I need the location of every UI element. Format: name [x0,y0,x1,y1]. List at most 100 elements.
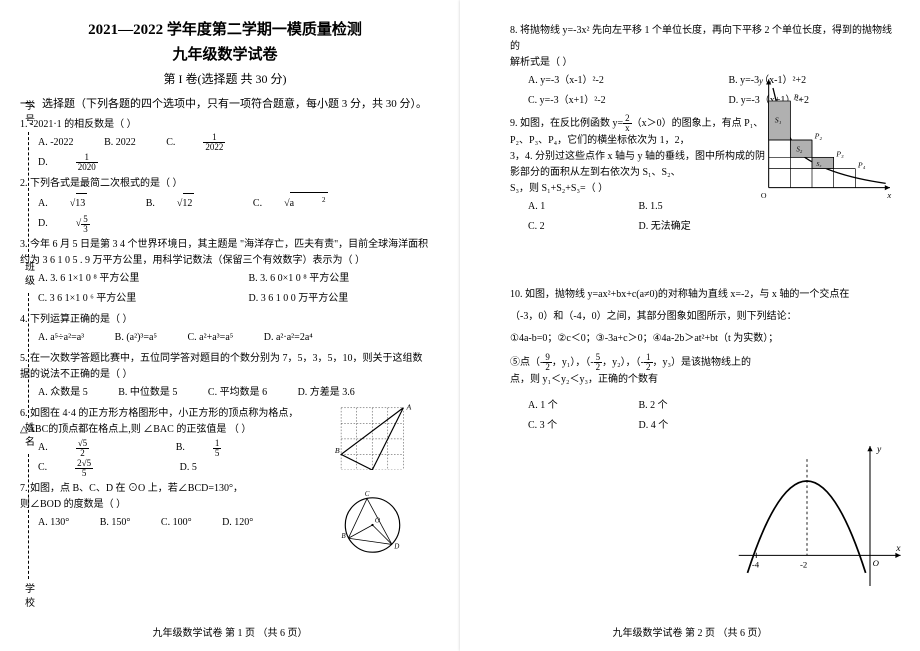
svg-text:D: D [393,542,399,550]
svg-text:O: O [761,191,767,200]
q3-optC: C. 3 6 1×1 0 ⁶ 平方公里 [38,289,218,309]
q6-optA: A. √52 [38,438,145,458]
q2-optD: D. √53 [38,214,146,234]
q1-optA: A. -2022 [38,133,74,153]
q6-figure: A B C [330,400,430,470]
page-footer-2: 九年级数学试卷 第 2 页 （共 6 页） [460,624,920,639]
q4-optB: B. (a²)³=a⁵ [115,328,157,348]
q10-optD: D. 4 个 [639,416,669,436]
q5-text2: 据的说法不正确的是（ ） [20,367,430,383]
q5-text1: 5. 在一次数学答题比赛中，五位同学答对题目的个数分别为 7，5，3，5，10，… [20,351,430,367]
q3-optA: A. 3. 6 1×1 0 ⁸ 平方公里 [38,269,218,289]
binding-label: 学号 [21,100,36,128]
q9-options: A. 1 B. 1.5 C. 2 D. 无法确定 [528,197,770,237]
q10-optB: B. 2 个 [639,396,668,416]
q7-optA: A. 130° [38,513,69,533]
q9-optA: A. 1 [528,197,608,217]
svg-text:O: O [873,558,880,568]
q10-options: A. 1 个 B. 2 个 C. 3 个 D. 4 个 [528,396,900,436]
svg-text:P₁: P₁ [793,92,802,101]
q8-text2: 解析式是（ ） [510,55,900,71]
q10-text1: 10. 如图，抛物线 y=ax²+bx+c(a≠0)的对称轴为直线 x=-2，与… [510,287,900,303]
svg-text:C: C [365,490,370,498]
q3-optB: B. 3. 6 0×1 0 ⁸ 平方公里 [249,269,350,289]
q2-options: A. 13 B. 12 C. a2 D. √53 [38,192,430,234]
q1-optB: B. 2022 [104,133,136,153]
svg-text:S₁: S₁ [775,116,782,125]
svg-text:S₃: S₃ [816,162,821,168]
q3: 3. 今年 6 月 5 日是第 3 4 个世界环境日，其主题是 "海洋存亡，匹夫… [20,237,430,309]
q4-optD: D. a²·a²=2a⁴ [264,328,313,348]
svg-text:P₃: P₃ [835,149,844,158]
page-footer-1: 九年级数学试卷 第 1 页 （共 6 页） [0,624,460,639]
q9-text2: 3，4. 分别过这些点作 x 轴与 y 轴的垂线，图中所构成的阴影部分的面积从左… [510,149,770,181]
q4-options: A. a⁵÷a²=a³ B. (a²)³=a⁵ C. a²+a³=a⁵ D. a… [38,328,430,348]
svg-text:-2: -2 [800,560,807,570]
q1-text: 1. -2021·1 的相反数是（ ） [20,117,430,133]
q3-optD: D. 3 6 1 0 0 万平方公里 [249,289,349,309]
q8-text1: 8. 将抛物线 y=-3x² 先向左平移 1 个单位长度，再向下平移 2 个单位… [510,23,900,55]
q4-optA: A. a⁵÷a²=a³ [38,328,84,348]
q10-optA: A. 1 个 [528,396,608,416]
q4-optC: C. a²+a³=a⁵ [188,328,234,348]
q7-optD: D. 120° [222,513,253,533]
q9-figure: x y O P₁ P₂ P₃ P₄ S₁ S₂ S₃ [755,75,895,205]
q7-figure: O B C D [335,490,410,560]
mc-section-header: 一、选择题（下列各题的四个选项中，只有一项符合题意，每小题 3 分，共 30 分… [20,95,430,111]
exam-page-2: 8. 将抛物线 y=-3x² 先向左平移 1 个单位长度，再向下平移 2 个单位… [460,0,920,651]
q2-text: 2. 下列各式是最简二次根式的是（ ） [20,176,430,192]
svg-text:P₄: P₄ [857,161,866,170]
q7-optB: B. 150° [100,513,131,533]
q4-text: 4. 下列运算正确的是（ ） [20,312,430,328]
svg-text:-4: -4 [752,560,760,570]
exam-title-line1: 2021—2022 学年度第二学期一模质量检测 [20,20,430,41]
binding-edge: 学号 班级 姓名 学校 [18,100,38,611]
svg-text:B: B [341,532,346,540]
q3-options: A. 3. 6 1×1 0 ⁸ 平方公里 B. 3. 6 0×1 0 ⁸ 平方公… [38,269,430,309]
q9-text3: S₃，则 S₁+S₂+S₃=（ ） [510,181,770,197]
svg-text:P₂: P₂ [814,131,823,140]
q6-optB: B. 15 [176,438,278,458]
q2-optA: A. 13 [38,193,115,214]
q8-optA: A. y=-3（x-1）²-2 [528,71,698,91]
q5-optA: A. 众数是 5 [38,383,88,403]
svg-text:x: x [895,543,901,554]
q10-optC: C. 3 个 [528,416,608,436]
svg-text:A: A [405,402,411,411]
q2-optB: B. 12 [146,193,223,214]
q5: 5. 在一次数学答题比赛中，五位同学答对题目的个数分别为 7，5，3，5，10，… [20,351,430,403]
q6-optD: D. 5 [180,458,197,478]
dashed-line [28,132,29,257]
binding-label: 学校 [21,583,36,611]
svg-text:O: O [375,517,380,525]
q3-text1: 3. 今年 6 月 5 日是第 3 4 个世界环境日，其主题是 "海洋存亡，匹夫… [20,237,430,253]
q8-optC: C. y=-3（x+1）²-2 [528,91,698,111]
q10-text4: ⑤点（-92，y₁），（-52，y₂），（-12，y₃）是该抛物线上的点，则 y… [510,353,760,388]
q1-optD: D. 12020 [38,153,154,173]
q1-optC: C. 12022 [166,133,281,153]
q10-text2: （-3，0）和（-4，0）之间，其部分图象如图所示，则下列结论： [510,309,900,325]
q6-optC: C. 2√55 [38,458,149,478]
q10: 10. 如图，抛物线 y=ax²+bx+c(a≠0)的对称轴为直线 x=-2，与… [510,287,900,436]
q2-optC: C. a2 [253,192,356,214]
q7-optC: C. 100° [161,513,192,533]
section-I-header: 第 I 卷(选择题 共 30 分) [20,70,430,87]
exam-title-line2: 九年级数学试卷 [20,45,430,66]
q3-text2: 约为 3 6 1 0 5 . 9 万平方公里，用科学记数法（保留三个有效数字）表… [20,253,430,269]
exam-page-1: 学号 班级 姓名 学校 2021—2022 学年度第二学期一模质量检测 九年级数… [0,0,460,651]
q4: 4. 下列运算正确的是（ ） A. a⁵÷a²=a³ B. (a²)³=a⁵ C… [20,312,430,348]
q9-optB: B. 1.5 [639,197,663,217]
q10-text3: ①4a-b=0；②c＜0；③-3a+c＞0；④4a-2b＞at²+bt（t 为实… [510,331,900,347]
q1: 1. -2021·1 的相反数是（ ） A. -2022 B. 2022 C. … [20,117,430,173]
q1-options: A. -2022 B. 2022 C. 12022 D. 12020 [38,133,430,173]
q9: 9. 如图，在反比例函数 y=2x（x＞0）的图象上，有点 P₁、P₂、P₃、P… [510,114,770,237]
q10-figure: x y O -4 -2 [730,441,905,591]
svg-text:y: y [758,76,763,86]
svg-text:S₂: S₂ [796,146,802,153]
dashed-line [28,454,29,579]
binding-label: 姓名 [21,422,36,450]
dashed-line [28,293,29,418]
q2: 2. 下列各式是最简二次根式的是（ ） A. 13 B. 12 C. a2 D.… [20,176,430,234]
q9-text1: 9. 如图，在反比例函数 y=2x（x＞0）的图象上，有点 P₁、P₂、P₃、P… [510,114,770,149]
svg-text:x: x [886,190,891,200]
